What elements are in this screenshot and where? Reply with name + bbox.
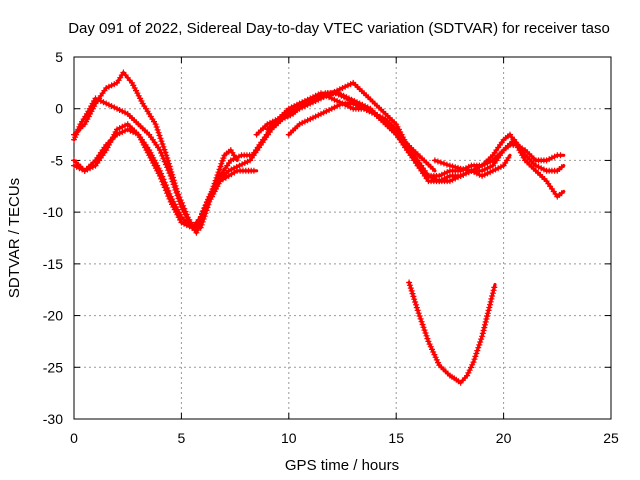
series-track-8 [406,279,498,386]
series-track-9 [431,153,512,179]
y-tick-label: 0 [55,101,63,117]
grid [74,57,611,419]
y-tick-label: -10 [43,204,63,220]
chart-title: Day 091 of 2022, Sidereal Day-to-day VTE… [68,20,610,37]
x-tick-label: 15 [388,430,404,446]
x-axis-label: GPS time / hours [285,457,399,474]
y-axis-label: SDTVAR / TECUs [6,178,23,298]
series-track-7 [285,100,566,185]
x-tick-label: 10 [281,430,297,446]
series-line [407,280,497,385]
axis-ticks: 0 5 10 15 20 25 5 0 -5 -10 -15 -20 -25 -30 [43,49,619,446]
y-tick-label: -25 [43,359,63,375]
series-line [287,101,566,183]
series-markers [406,279,498,386]
series-track-5 [253,79,566,200]
x-tick-label: 25 [603,430,619,446]
y-tick-label: -15 [43,256,63,272]
plot-frame [73,56,612,420]
x-tick-label: 0 [70,430,78,446]
y-tick-label: -30 [43,411,63,427]
x-tick-label: 20 [496,430,512,446]
series-track-1 [71,69,239,236]
data-series [71,69,566,386]
series-markers [431,154,512,179]
y-tick-label: 5 [55,49,63,65]
y-tick-label: -5 [51,152,64,168]
series-markers [285,100,564,185]
series-markers [253,79,565,200]
y-tick-label: -20 [43,308,63,324]
x-tick-label: 5 [178,430,186,446]
series-markers [71,69,239,236]
